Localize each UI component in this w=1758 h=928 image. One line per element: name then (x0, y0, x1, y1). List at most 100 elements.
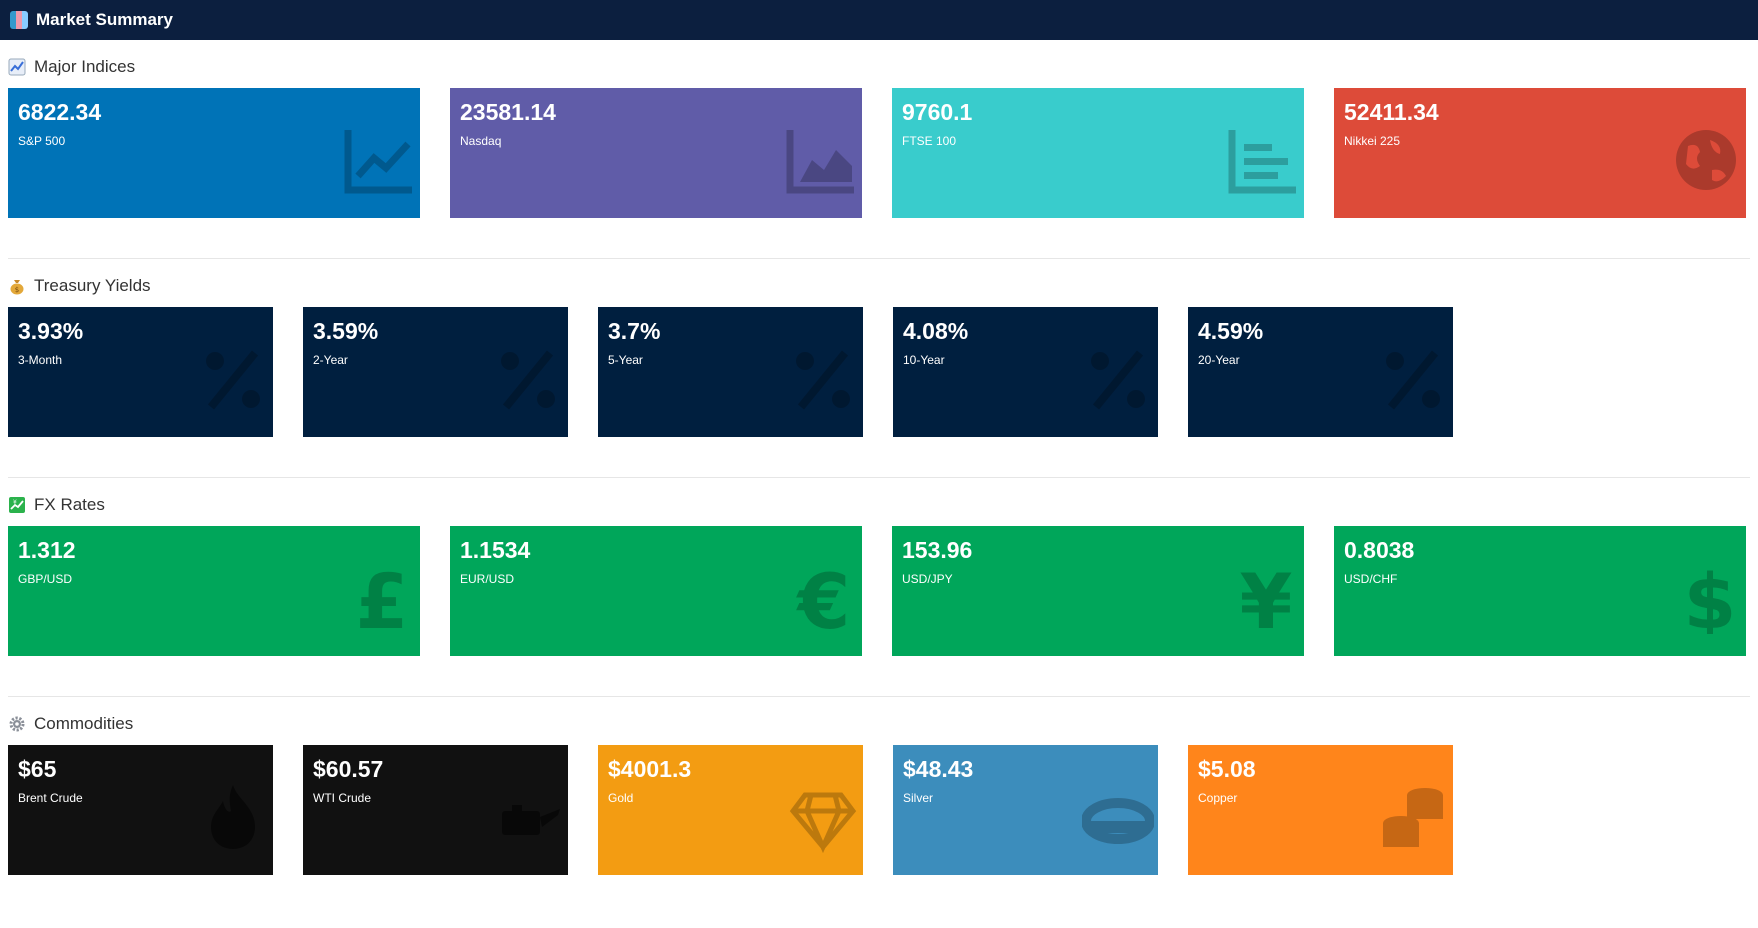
section-header: Commodities (8, 711, 1750, 737)
oil-can-icon (502, 805, 560, 835)
fx-card-usd-jpy: 153.96 USD/JPY ¥ (892, 526, 1304, 656)
section-title: Treasury Yields (34, 276, 151, 295)
section-treasury-yields: $ Treasury Yields 3.93% 3-Month 3.59% 2-… (8, 259, 1750, 478)
card-value: 1.312 (18, 537, 76, 563)
percent-icon (206, 350, 260, 410)
card-label: Copper (1198, 791, 1238, 806)
fx-card-usd-chf: 0.8038 USD/CHF $ (1334, 526, 1746, 656)
section-major-indices: Major Indices 6822.34 S&P 500 23581.14 N… (8, 40, 1750, 259)
card-value: 0.8038 (1344, 537, 1415, 563)
card-label: Silver (903, 791, 934, 806)
yield-card-10-year: 4.08% 10-Year (893, 307, 1158, 437)
dollar-icon: $ (1684, 562, 1737, 634)
svg-text:$: $ (1684, 562, 1737, 634)
svg-text:¥: ¥ (13, 499, 17, 506)
card-value: $60.57 (313, 756, 384, 782)
yield-card-3-month: 3.93% 3-Month (8, 307, 273, 437)
fire-icon (211, 785, 255, 849)
card-value: 3.7% (608, 318, 661, 344)
index-card-nikkei225: 52411.34 Nikkei 225 (1334, 88, 1746, 218)
percent-icon (1386, 350, 1440, 410)
card-label: Brent Crude (18, 791, 83, 806)
svg-text:¥: ¥ (1240, 562, 1293, 634)
fx-card-gbp-usd: 1.312 GBP/USD £ (8, 526, 420, 656)
card-value: $4001.3 (608, 756, 692, 782)
commodity-card-gold: $4001.3 Gold (598, 745, 863, 875)
fx-card-eur-usd: 1.1534 EUR/USD € (450, 526, 862, 656)
card-label: 3-Month (18, 353, 63, 368)
globe-icon (1676, 130, 1736, 190)
percent-icon (796, 350, 850, 410)
gem-icon (789, 792, 857, 853)
index-card-nasdaq: 23581.14 Nasdaq (450, 88, 862, 218)
card-label: FTSE 100 (902, 134, 957, 149)
money-bag-icon: $ (10, 280, 24, 295)
commodity-card-copper: $5.08 Copper (1188, 745, 1453, 875)
main-content: Major Indices 6822.34 S&P 500 23581.14 N… (0, 40, 1758, 875)
commodity-card-wti-crude: $60.57 WTI Crude (303, 745, 568, 875)
card-label: 20-Year (1198, 353, 1240, 368)
yield-card-2-year: 3.59% 2-Year (303, 307, 568, 437)
card-value: 4.08% (903, 318, 969, 344)
card-value: $65 (18, 756, 57, 782)
chart-increasing-icon (8, 58, 26, 76)
yield-card-20-year: 4.59% 20-Year (1188, 307, 1453, 437)
app-title: Market Summary (36, 10, 174, 29)
currency-exchange-icon: ¥ (9, 497, 25, 513)
section-header: Major Indices (8, 54, 1750, 80)
section-commodities: Commodities $65 Brent Crude $60.57 WTI C… (8, 697, 1750, 875)
line-chart-icon (344, 130, 412, 194)
card-label: Nikkei 225 (1344, 134, 1401, 149)
gear-icon (9, 716, 25, 732)
card-label: USD/JPY (902, 572, 953, 587)
card-value: 3.59% (313, 318, 379, 344)
ring-icon (1082, 798, 1154, 844)
card-value: 3.93% (18, 318, 84, 344)
card-value: 1.1534 (460, 537, 531, 563)
card-label: 10-Year (903, 353, 945, 368)
commodity-card-silver: $48.43 Silver (893, 745, 1158, 875)
card-value: $48.43 (903, 756, 974, 782)
section-divider (8, 477, 1750, 478)
yen-icon: ¥ (1240, 562, 1293, 634)
header-bar: Market Summary (0, 0, 1758, 40)
section-fx-rates: ¥ FX Rates 1.312 GBP/USD £ 1.1534 EUR/US… (8, 478, 1750, 697)
card-label: 5-Year (608, 353, 643, 368)
card-label: Gold (608, 791, 634, 806)
card-label: 2-Year (313, 353, 348, 368)
section-divider (8, 696, 1750, 697)
card-value: 153.96 (902, 537, 973, 563)
coins-icon (1383, 788, 1443, 847)
card-value: 6822.34 (18, 99, 102, 125)
card-label: EUR/USD (460, 572, 515, 587)
bar-chart-icon (1228, 130, 1296, 194)
card-label: USD/CHF (1344, 572, 1398, 587)
svg-text:£: £ (356, 562, 409, 634)
card-value: 23581.14 (460, 99, 556, 125)
percent-icon (1091, 350, 1145, 410)
index-card-sp500: 6822.34 S&P 500 (8, 88, 420, 218)
svg-text:€: € (796, 562, 851, 634)
svg-text:$: $ (15, 286, 19, 294)
pound-icon: £ (356, 562, 409, 634)
section-title: FX Rates (34, 495, 105, 514)
area-chart-icon (786, 130, 854, 194)
card-value: $5.08 (1198, 756, 1256, 782)
index-card-ftse100: 9760.1 FTSE 100 (892, 88, 1304, 218)
card-value: 4.59% (1198, 318, 1264, 344)
percent-icon (501, 350, 555, 410)
yield-card-5-year: 3.7% 5-Year (598, 307, 863, 437)
card-label: GBP/USD (18, 572, 73, 587)
euro-icon: € (796, 562, 851, 634)
section-header: ¥ FX Rates (8, 492, 1750, 518)
section-title: Major Indices (34, 57, 136, 76)
section-title: Commodities (34, 714, 134, 733)
card-label: S&P 500 (18, 134, 66, 149)
commodity-card-brent-crude: $65 Brent Crude (8, 745, 273, 875)
section-header: $ Treasury Yields (8, 273, 1750, 299)
section-divider (8, 258, 1750, 259)
card-label: Nasdaq (460, 134, 502, 149)
card-value: 52411.34 (1344, 99, 1439, 125)
card-value: 9760.1 (902, 99, 973, 125)
dashboard-icon (10, 11, 28, 29)
